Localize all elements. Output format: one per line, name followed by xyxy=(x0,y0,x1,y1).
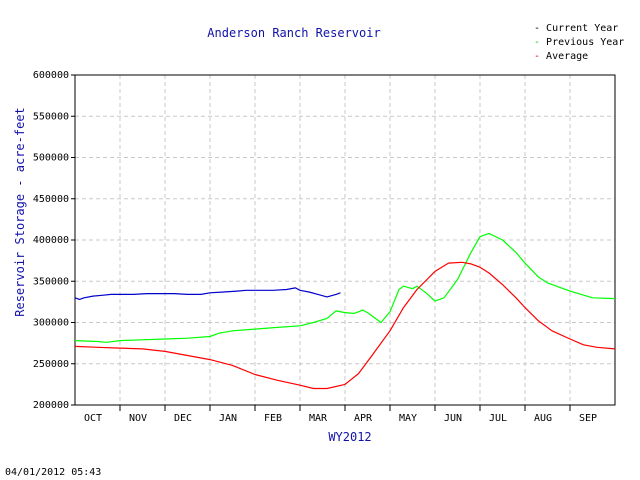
chart-title: Anderson Ranch Reservoir xyxy=(207,26,380,40)
series-line-average xyxy=(74,261,616,390)
legend-item-previous-year: - Previous Year xyxy=(534,37,624,48)
x-tick-label-mar: MAR xyxy=(309,413,328,424)
x-tick-label-oct: OCT xyxy=(84,413,102,424)
x-tick-label-sep: SEP xyxy=(579,413,597,424)
x-tick-label-may: MAY xyxy=(399,413,417,424)
y-tick-label: 500000 xyxy=(33,153,69,164)
y-tick-label: 550000 xyxy=(33,111,69,122)
x-tick-label-nov: NOV xyxy=(129,413,147,424)
y-tick-label: 300000 xyxy=(33,318,69,329)
x-axis-label: WY2012 xyxy=(328,430,371,444)
y-tick-label: 600000 xyxy=(33,70,69,81)
x-tick-label-aug: AUG xyxy=(534,413,552,424)
x-tick-label-jan: JAN xyxy=(219,413,237,424)
legend-item-average: - Average xyxy=(534,51,588,62)
series-line-previous-year xyxy=(74,232,616,343)
timestamp: 04/01/2012 05:43 xyxy=(5,467,101,478)
x-tick-label-jun: JUN xyxy=(444,413,462,424)
axis-ticks: 200000 250000 300000 350000 400000 450000 5000… xyxy=(33,70,597,424)
series-layer xyxy=(74,232,616,390)
y-tick-label: 400000 xyxy=(33,235,69,246)
y-axis-label: Reservoir Storage - acre-feet xyxy=(13,107,27,317)
x-tick-label-feb: FEB xyxy=(264,413,282,424)
x-tick-label-jul: JUL xyxy=(489,413,507,424)
x-tick-label-dec: DEC xyxy=(174,413,192,424)
grid-lines xyxy=(75,75,615,405)
y-tick-label: 250000 xyxy=(33,359,69,370)
legend-item-current-year: - Current Year xyxy=(534,23,618,34)
y-tick-label: 350000 xyxy=(33,276,69,287)
y-tick-label: 450000 xyxy=(33,194,69,205)
legend: - Current Year - Previous Year - Average xyxy=(534,23,624,62)
y-tick-label: 200000 xyxy=(33,400,69,411)
x-tick-label-apr: APR xyxy=(354,413,373,424)
series-line-current-year xyxy=(74,287,341,300)
